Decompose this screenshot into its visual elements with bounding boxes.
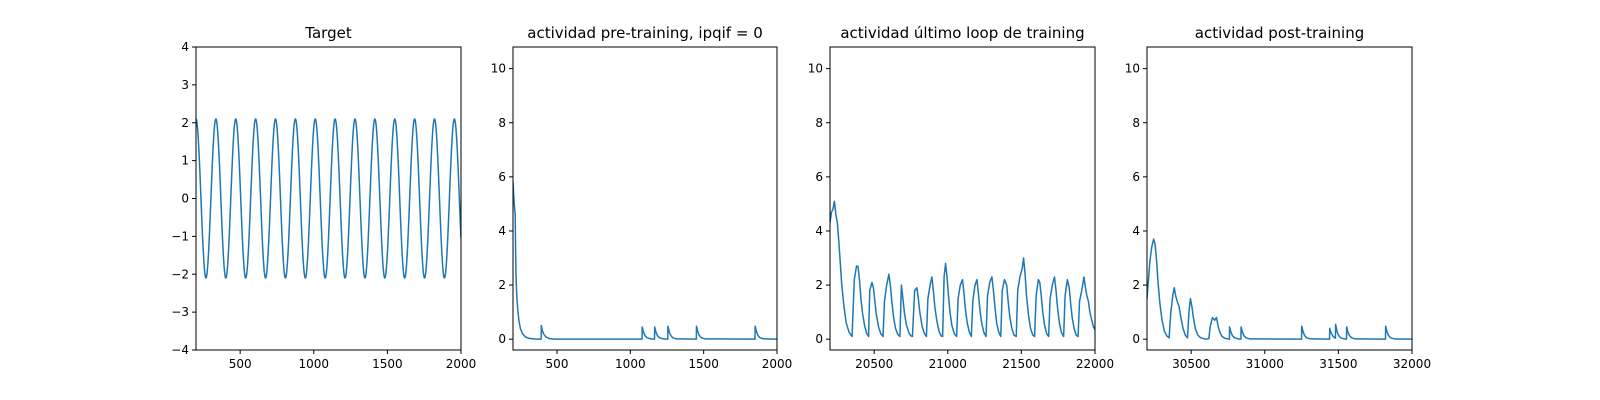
x-tick-label: 1500 xyxy=(372,357,403,371)
y-tick-label: −4 xyxy=(171,343,189,357)
x-tick-label: 1000 xyxy=(299,357,330,371)
x-tick-label: 30500 xyxy=(1172,357,1210,371)
y-tick-label: 2 xyxy=(498,278,506,292)
y-tick-label: 6 xyxy=(1132,170,1140,184)
x-tick-label: 500 xyxy=(546,357,569,371)
y-tick-label: 10 xyxy=(1125,62,1140,76)
plot-frame xyxy=(512,46,778,351)
x-tick-label: 22000 xyxy=(1076,357,1114,371)
x-tick-label: 32000 xyxy=(1393,357,1431,371)
y-tick-label: 0 xyxy=(181,192,189,206)
chart-title: actividad pre-training, ipqif = 0 xyxy=(527,24,763,42)
y-tick-label: 10 xyxy=(491,62,506,76)
y-tick-label: 8 xyxy=(498,116,506,130)
y-tick-label: 4 xyxy=(1132,224,1140,238)
y-tick-label: 2 xyxy=(815,278,823,292)
x-tick-label: 21000 xyxy=(929,357,967,371)
y-tick-label: 0 xyxy=(498,332,506,346)
y-tick-label: 0 xyxy=(815,332,823,346)
x-tick-label: 31000 xyxy=(1246,357,1284,371)
y-tick-label: 8 xyxy=(815,116,823,130)
plot-frame xyxy=(195,46,462,351)
x-tick-label: 2000 xyxy=(762,357,793,371)
y-tick-label: 6 xyxy=(815,170,823,184)
x-tick-label: 2000 xyxy=(446,357,477,371)
y-tick-label: 10 xyxy=(808,62,823,76)
chart-panel-4: actividad post-training 30500 31000 31500 32… xyxy=(1125,24,1431,371)
x-tick-label: 31500 xyxy=(1319,357,1357,371)
chart-title: Target xyxy=(304,24,352,42)
y-tick-label: 8 xyxy=(1132,116,1140,130)
x-tick-label: 1500 xyxy=(688,357,719,371)
series-line-1 xyxy=(513,182,777,340)
series-line-1 xyxy=(830,200,1095,338)
plot-frame xyxy=(829,46,1096,351)
chart-panel-2: actividad pre-training, ipqif = 0 500 1000… xyxy=(491,24,793,371)
y-tick-label: 1 xyxy=(181,154,189,168)
y-tick-label: 4 xyxy=(815,224,823,238)
y-tick-label: 2 xyxy=(1132,278,1140,292)
chart-title: actividad último loop de training xyxy=(840,24,1084,42)
x-tick-label: 1000 xyxy=(615,357,646,371)
y-tick-label: −1 xyxy=(171,229,189,243)
y-tick-label: 4 xyxy=(498,224,506,238)
chart-title: actividad post-training xyxy=(1195,24,1364,42)
series-line-1 xyxy=(1147,238,1412,340)
x-tick-label: 21500 xyxy=(1002,357,1040,371)
y-tick-label: 0 xyxy=(1132,332,1140,346)
plot-frame xyxy=(1146,46,1413,351)
y-tick-label: 6 xyxy=(498,170,506,184)
y-tick-label: 3 xyxy=(181,78,189,92)
y-tick-label: 4 xyxy=(181,40,189,54)
x-tick-label: 20500 xyxy=(855,357,893,371)
y-tick-label: 2 xyxy=(181,116,189,130)
y-tick-label: −3 xyxy=(171,305,189,319)
series-line-1 xyxy=(196,118,461,279)
x-tick-label: 500 xyxy=(229,357,252,371)
chart-panel-1: Target 500 1000 1500 2000 −4 −3 −2 −1 0 1 2 3 4 xyxy=(171,24,476,371)
y-tick-label: −2 xyxy=(171,267,189,281)
